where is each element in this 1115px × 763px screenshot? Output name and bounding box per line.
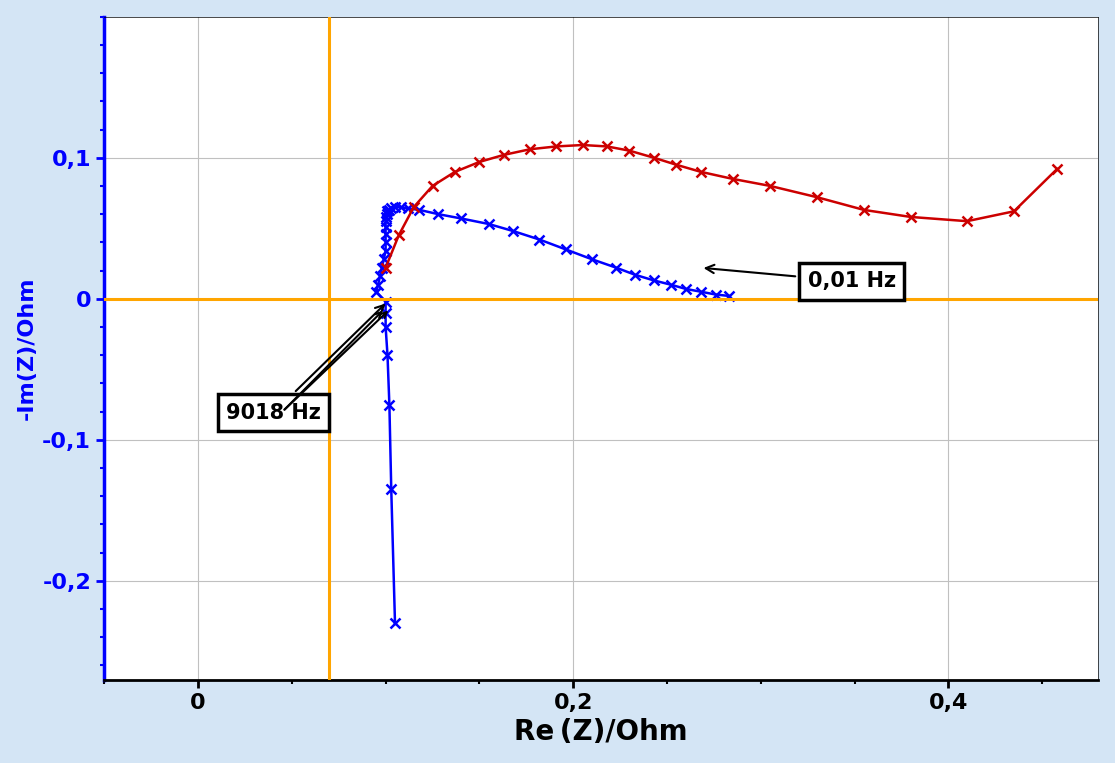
Y-axis label: -Im(Z)/Ohm: -Im(Z)/Ohm [17, 276, 37, 420]
Text: 9018 Hz: 9018 Hz [226, 305, 384, 423]
Text: 0,01 Hz: 0,01 Hz [706, 265, 895, 291]
X-axis label: Re (Z)/Ohm: Re (Z)/Ohm [514, 718, 688, 746]
